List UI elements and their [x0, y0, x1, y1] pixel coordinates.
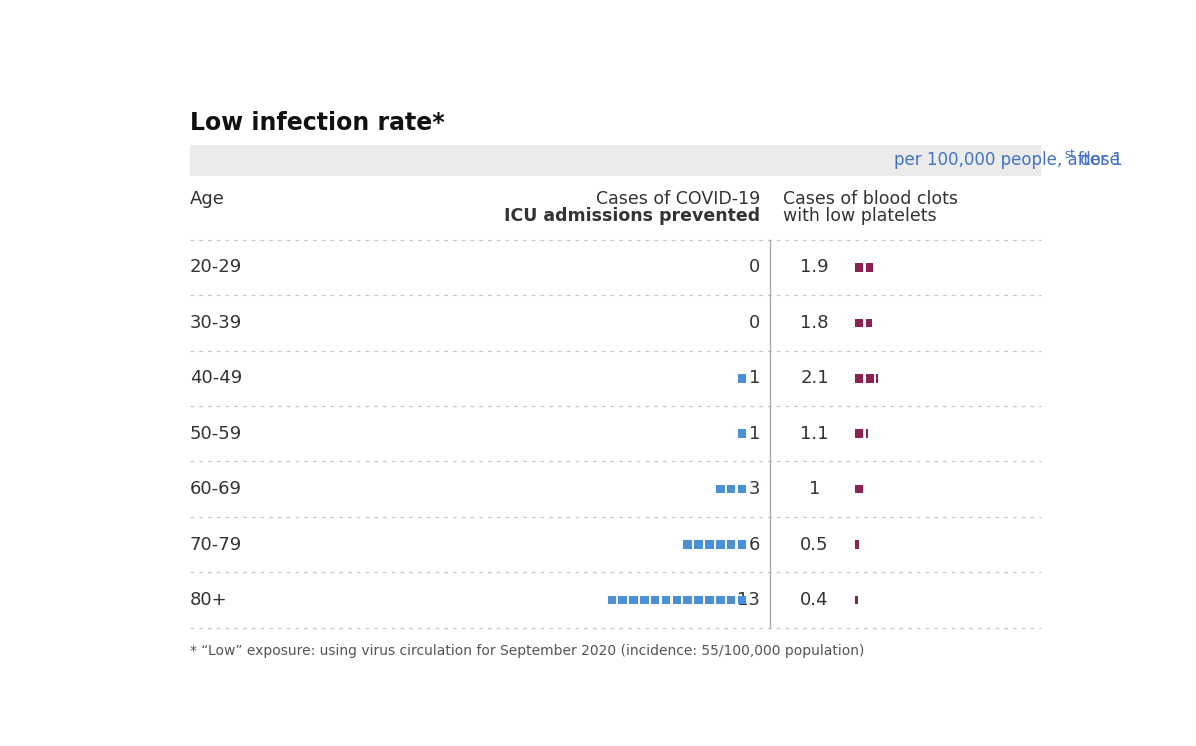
- Text: 70-79: 70-79: [190, 536, 242, 554]
- Text: Cases of blood clots: Cases of blood clots: [783, 189, 958, 207]
- Bar: [738, 596, 746, 604]
- Text: 20-29: 20-29: [190, 258, 242, 276]
- Bar: [866, 374, 874, 383]
- Bar: [738, 540, 746, 549]
- Text: 0.5: 0.5: [800, 536, 829, 554]
- Text: 13: 13: [737, 591, 761, 609]
- Bar: [855, 374, 864, 383]
- Bar: [738, 374, 746, 383]
- Text: 3: 3: [749, 480, 761, 498]
- Bar: [866, 430, 867, 438]
- Bar: [727, 596, 736, 604]
- Bar: [683, 596, 692, 604]
- Bar: [661, 596, 670, 604]
- Bar: [877, 374, 878, 383]
- Bar: [716, 540, 725, 549]
- Text: 1.8: 1.8: [800, 314, 829, 332]
- Text: 2.1: 2.1: [800, 369, 829, 387]
- Bar: [672, 596, 682, 604]
- Text: 30-39: 30-39: [190, 314, 242, 332]
- Bar: [727, 485, 736, 493]
- Text: 40-49: 40-49: [190, 369, 242, 387]
- Bar: [855, 596, 859, 604]
- Bar: [695, 540, 703, 549]
- Bar: [855, 485, 864, 493]
- Text: Cases of COVID-19: Cases of COVID-19: [596, 189, 761, 207]
- Text: with low platelets: with low platelets: [783, 207, 938, 225]
- Bar: [866, 263, 873, 272]
- Text: 1: 1: [808, 480, 820, 498]
- Text: * “Low” exposure: using virus circulation for September 2020 (incidence: 55/100,: * “Low” exposure: using virus circulatio…: [190, 644, 865, 658]
- Text: 1.1: 1.1: [800, 424, 829, 442]
- Text: 80+: 80+: [190, 591, 227, 609]
- Text: 1.9: 1.9: [800, 258, 829, 276]
- Bar: [866, 319, 872, 327]
- Bar: [683, 540, 692, 549]
- Bar: [190, 145, 1041, 176]
- Bar: [716, 485, 725, 493]
- Bar: [855, 540, 859, 549]
- Text: 6: 6: [749, 536, 761, 554]
- Text: 0: 0: [749, 258, 761, 276]
- Bar: [855, 263, 864, 272]
- Text: 60-69: 60-69: [190, 480, 242, 498]
- Text: st: st: [1064, 148, 1075, 161]
- Bar: [738, 485, 746, 493]
- Bar: [618, 596, 627, 604]
- Text: per 100,000 people, after 1: per 100,000 people, after 1: [893, 151, 1122, 169]
- Bar: [855, 319, 864, 327]
- Bar: [727, 540, 736, 549]
- Bar: [629, 596, 637, 604]
- Text: ICU admissions prevented: ICU admissions prevented: [504, 207, 761, 225]
- Bar: [716, 596, 725, 604]
- Bar: [706, 596, 714, 604]
- Bar: [651, 596, 659, 604]
- Text: 1: 1: [749, 424, 761, 442]
- Bar: [738, 430, 746, 438]
- Text: 0.4: 0.4: [800, 591, 829, 609]
- Text: Low infection rate*: Low infection rate*: [190, 111, 445, 135]
- Bar: [855, 430, 864, 438]
- Bar: [608, 596, 616, 604]
- Text: 1: 1: [749, 369, 761, 387]
- Text: Age: Age: [190, 189, 225, 207]
- Bar: [640, 596, 648, 604]
- Text: 50-59: 50-59: [190, 424, 242, 442]
- Bar: [706, 540, 714, 549]
- Bar: [695, 596, 703, 604]
- Text: dose: dose: [1075, 151, 1119, 169]
- Text: 0: 0: [749, 314, 761, 332]
